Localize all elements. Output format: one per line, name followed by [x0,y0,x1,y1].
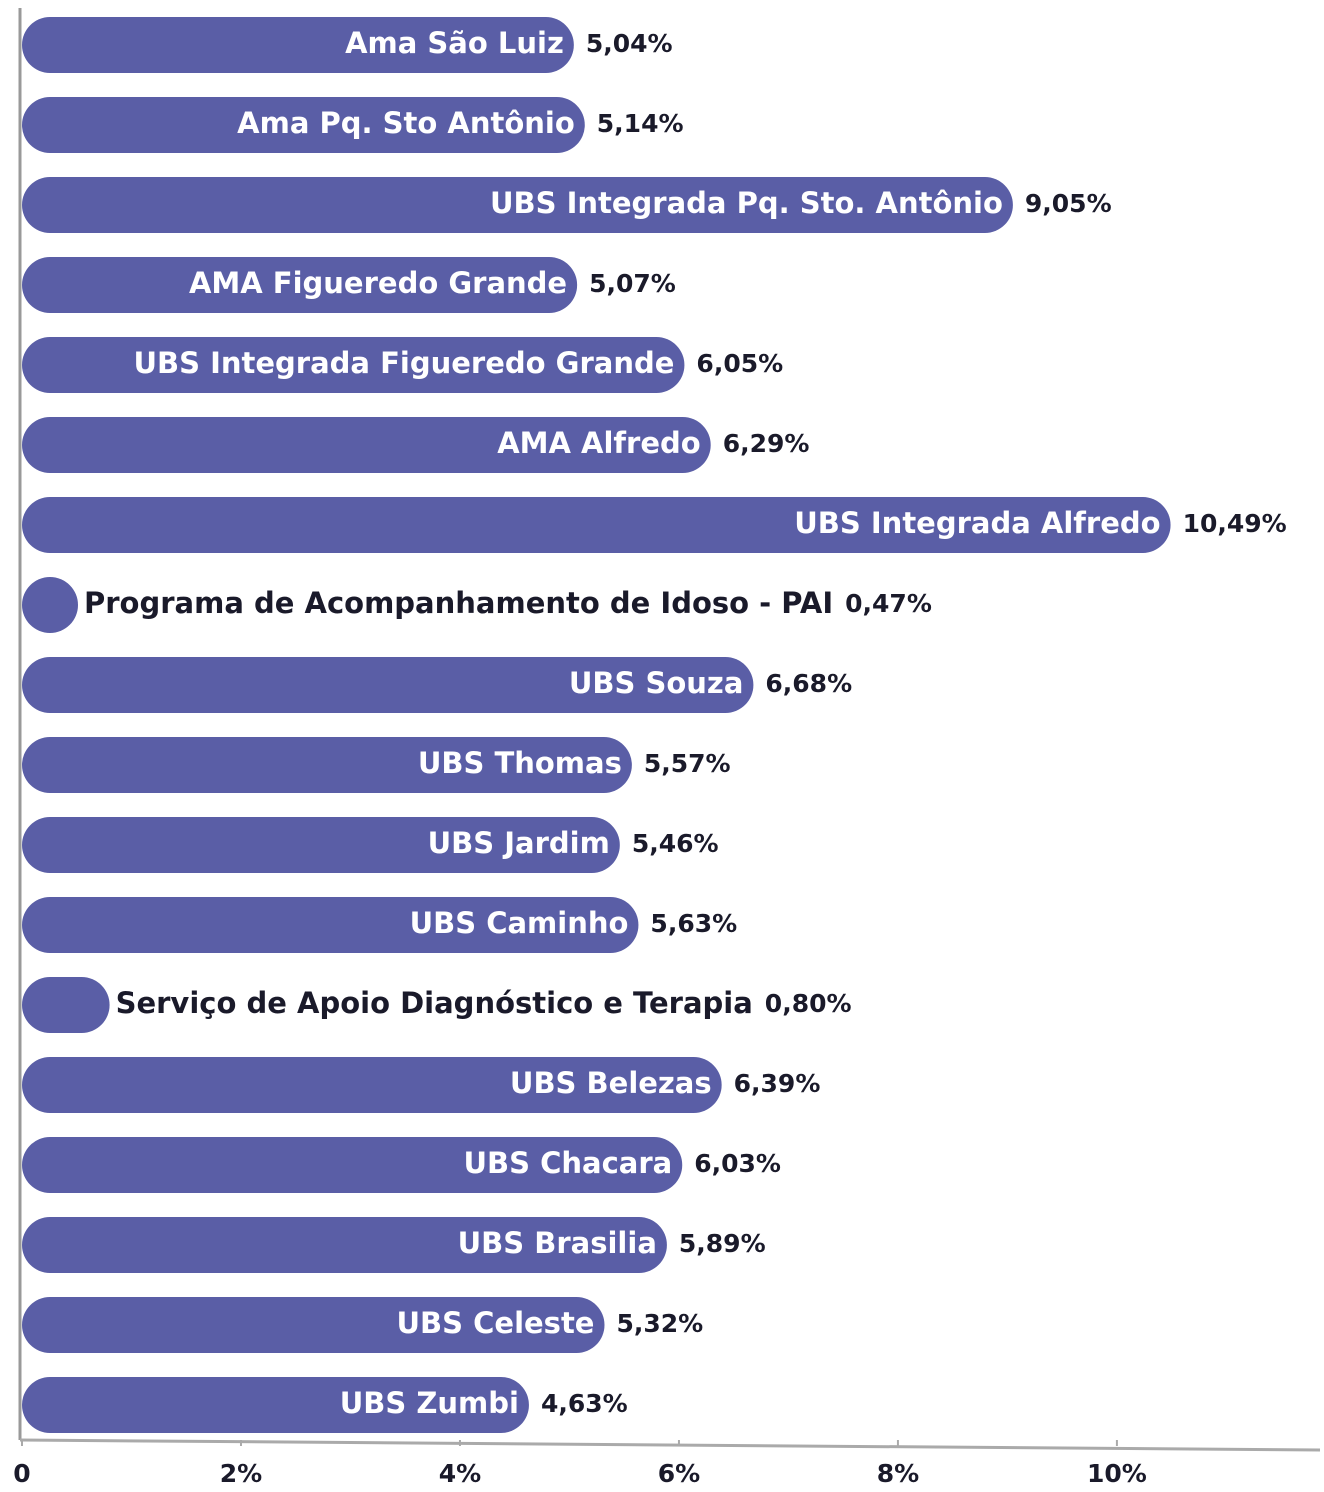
bar [22,577,78,633]
value-label: 5,07% [589,269,676,298]
category-label: UBS Brasilia [458,1226,657,1260]
category-label: Programa de Acompanhamento de Idoso - PA… [84,586,833,620]
value-label: 9,05% [1025,189,1112,218]
category-label: Ama São Luiz [345,26,564,60]
value-label: 6,05% [696,349,783,378]
bar [22,737,632,793]
category-label: UBS Integrada Pq. Sto. Antônio [490,186,1003,220]
category-label: UBS Thomas [418,746,622,780]
value-label: 6,39% [734,1069,821,1098]
category-label: UBS Zumbi [340,1386,519,1420]
category-label: UBS Integrada Alfredo [794,506,1160,540]
value-label: 4,63% [541,1389,628,1418]
bar [22,1217,667,1273]
x-tick-label: 8% [877,1459,919,1488]
value-label: 0,47% [845,589,932,618]
bar [22,177,1013,233]
bar [22,657,754,713]
bar [22,257,578,313]
x-tick-label: 4% [439,1459,481,1488]
bar [22,337,685,393]
category-label: UBS Caminho [410,906,629,940]
x-tick-label: 0 [13,1459,30,1488]
value-label: 10,49% [1183,509,1287,538]
category-label: AMA Figueredo Grande [189,266,567,300]
value-label: 5,63% [650,909,737,938]
value-label: 5,46% [632,829,719,858]
x-axis [19,1438,1321,1452]
category-label: UBS Integrada Figueredo Grande [133,346,674,380]
bar [22,17,574,73]
x-tick-label: 6% [658,1459,700,1488]
bar [22,497,1171,553]
category-label: AMA Alfredo [497,426,701,460]
bar [22,97,585,153]
bar [22,1057,722,1113]
bar [22,977,110,1033]
value-label: 5,57% [644,749,731,778]
bar [22,1297,605,1353]
value-label: 6,03% [694,1149,781,1178]
value-label: 5,89% [679,1229,766,1258]
x-tick-label: 10% [1087,1459,1147,1488]
category-label: Ama Pq. Sto Antônio [237,106,575,140]
value-label: 6,29% [723,429,810,458]
category-label: UBS Jardim [428,826,610,860]
category-label: Serviço de Apoio Diagnóstico e Terapia [116,986,753,1020]
bar [22,817,620,873]
category-label: UBS Celeste [396,1306,594,1340]
value-label: 5,32% [616,1309,703,1338]
value-label: 0,80% [765,989,852,1018]
category-label: UBS Souza [569,666,744,700]
category-label: UBS Chacara [463,1146,672,1180]
value-label: 5,14% [597,109,684,138]
x-tick-label: 2% [220,1459,262,1488]
value-label: 6,68% [765,669,852,698]
category-label: UBS Belezas [510,1066,712,1100]
bar [22,897,639,953]
bar [22,1137,683,1193]
value-label: 5,04% [586,29,673,58]
bar [22,417,711,473]
bar [22,1377,529,1433]
